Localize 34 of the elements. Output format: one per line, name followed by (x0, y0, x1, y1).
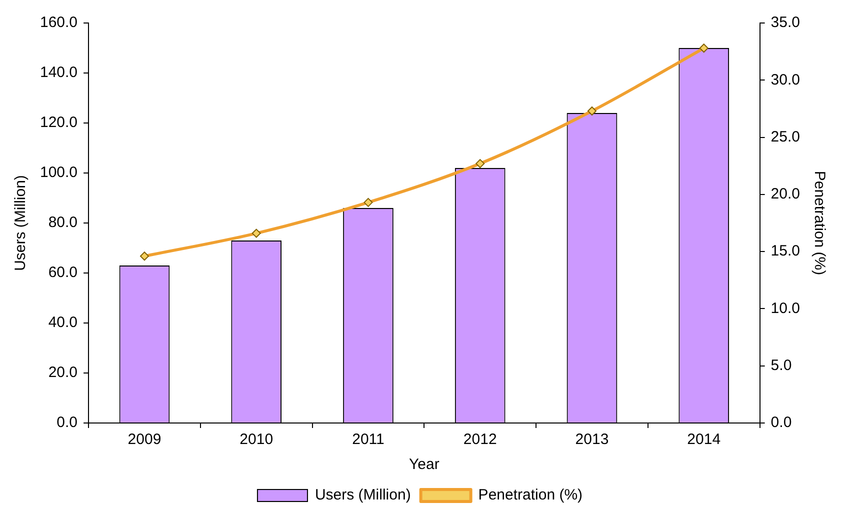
y2-tick-label: 20.0 (770, 186, 800, 203)
point (364, 198, 373, 207)
y-tick-label: 20.0 (48, 364, 78, 382)
y-tick-label: 120.0 (40, 114, 78, 132)
y-axis-title: Users (Million) (12, 175, 30, 271)
point (476, 159, 485, 168)
x-tick-label: 2012 (463, 431, 497, 448)
y-tick-label: 60.0 (48, 264, 78, 282)
y-tick-label: 80.0 (48, 214, 78, 232)
y2-tick-label: 30.0 (770, 71, 800, 88)
y2-tick-label: 5.0 (770, 357, 792, 374)
legend-label: Penetration (%) (478, 486, 583, 504)
x-tick-label: 2014 (687, 431, 721, 448)
y-tick-label: 140.0 (40, 64, 78, 82)
point (587, 106, 596, 116)
y-tick-label: 0.0 (56, 414, 78, 432)
legend-label: Users (Million) (314, 486, 411, 504)
y-tick-label: 160.0 (40, 14, 78, 32)
x-tick-label: 2010 (240, 431, 274, 448)
x-tick-label: 2013 (575, 431, 609, 448)
y-tick-label: 40.0 (48, 314, 78, 332)
y2-tick-label: 25.0 (770, 128, 800, 146)
x-tick-label: 2009 (128, 431, 162, 448)
y2-tick-label: 10.0 (770, 300, 800, 317)
y-tick-label: 100.0 (40, 164, 78, 182)
point (699, 44, 708, 53)
y2-tick-label: 0.0 (770, 414, 792, 432)
y2-axis-title: Penetration (%) (810, 170, 828, 276)
y2-tick-label: 15.0 (770, 242, 800, 260)
point (140, 252, 149, 261)
point (252, 228, 261, 238)
y2-tick-label: 35.0 (770, 14, 800, 32)
x-axis-title: Year (409, 456, 440, 474)
x-tick-label: 2011 (352, 431, 384, 448)
